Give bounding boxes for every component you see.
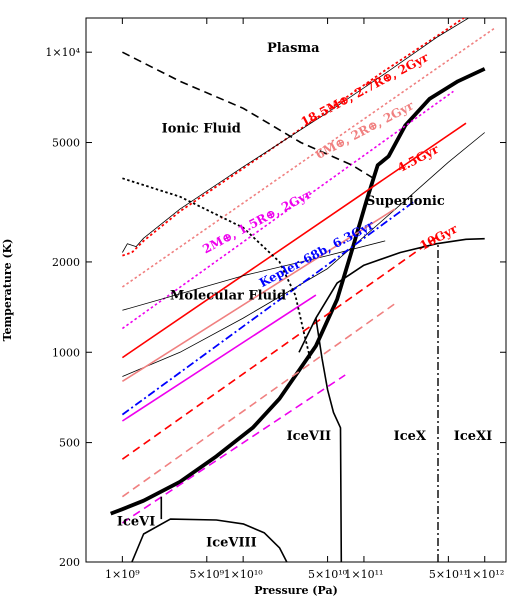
series-layer [110, 18, 495, 562]
series-line-4-5gyr [121, 122, 467, 359]
region-label-iceviii: IceVIII [206, 536, 257, 551]
series-line-pink-solid [121, 208, 396, 382]
series-line-18-5m-2-7r-2gyr [122, 18, 466, 257]
region-label-icexi: IceXI [454, 429, 492, 444]
series-line-superionic-boundary [298, 237, 485, 353]
y-tick-label: 5000 [52, 137, 80, 150]
x-tick-label: 5×10¹⁰ [308, 568, 348, 581]
x-axis-title: Pressure (Pa) [254, 584, 338, 597]
series-line-thin-black-upper [122, 18, 470, 253]
series-line-kepler-68b-6-3gyr [121, 197, 419, 416]
series-line-magenta-solid [121, 294, 317, 422]
region-label-superionic: Superionic [366, 194, 445, 209]
series-line-thick-black [110, 67, 486, 516]
y-tick-label: 1000 [52, 346, 80, 359]
curve-label-4-5gyr: 4.5Gyr [395, 142, 441, 176]
x-tick-label: 1×10¹⁰ [224, 568, 264, 581]
series-line-10gyr [121, 232, 444, 460]
y-tick-label: 2000 [52, 256, 80, 269]
series-line-pink-dashed [121, 303, 396, 498]
series-line-icevii-icex-boundary [315, 317, 343, 562]
region-label-icevi: IceVI [117, 514, 155, 529]
series-line-thin-black-lower [122, 132, 485, 377]
region-label-ionic-fluid: Ionic Fluid [162, 121, 241, 136]
region-label-plasma: Plasma [267, 41, 320, 56]
region-label-layer: Plasma Ionic Fluid Superionic Molecular Flu… [117, 41, 492, 550]
curve-label-10gyr: 10Gyr [418, 221, 461, 253]
x-tick-label: 5×10¹¹ [429, 568, 468, 581]
region-label-icex: IceX [394, 429, 427, 444]
y-axis-title: Temperature (K) [1, 239, 14, 342]
y-tick-label: 500 [59, 437, 80, 450]
series-line-thin-black-mid [122, 240, 386, 311]
x-tick-label: 1×10¹¹ [344, 568, 383, 581]
y-tick-label: 1×10⁴ [45, 46, 80, 59]
region-label-icevii: IceVII [287, 429, 332, 444]
series-line-iceviii-boundary [131, 518, 288, 562]
x-tick-label: 1×10¹² [465, 568, 504, 581]
plot-frame [85, 17, 507, 563]
x-tick-label: 1×10⁹ [105, 568, 140, 581]
series-line-magenta-dashed [121, 374, 346, 524]
y-tick-label: 200 [59, 556, 80, 569]
x-tick-label: 5×10⁹ [189, 568, 224, 581]
region-label-molecular-fluid: Molecular Fluid [170, 288, 286, 303]
series-line-ionic-molecular-boundary [122, 177, 312, 360]
series-line-6m-2r-2gyr [121, 27, 495, 288]
series-line-plasma-boundary [122, 51, 374, 179]
